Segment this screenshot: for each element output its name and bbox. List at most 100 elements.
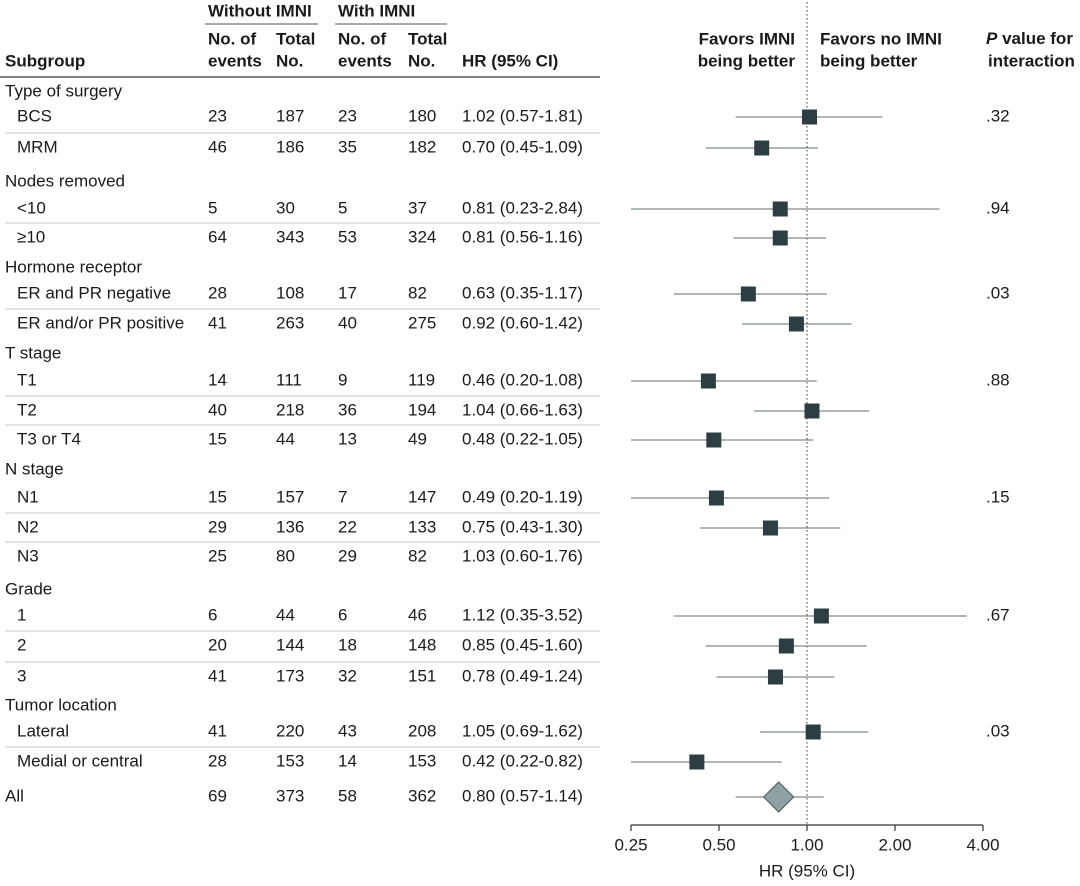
cell: 157: [276, 487, 304, 506]
cell: 343: [276, 227, 304, 246]
column-header: No.: [276, 51, 303, 70]
cell: 0.70 (0.45-1.09): [462, 137, 583, 156]
x-tick-label: 4.00: [966, 835, 999, 854]
cell: 35: [338, 137, 357, 156]
cell: 13: [338, 429, 357, 448]
column-header: events: [338, 51, 392, 70]
subgroup-label: ≥10: [17, 227, 45, 246]
cell: 0.80 (0.57-1.14): [462, 786, 583, 805]
cell: 53: [338, 227, 357, 246]
cell: 46: [408, 605, 427, 624]
cell: 23: [338, 106, 357, 125]
cell: 187: [276, 106, 304, 125]
cell: 182: [408, 137, 436, 156]
cell: 1.03 (0.60-1.76): [462, 546, 583, 565]
p-header: P value for: [986, 29, 1073, 48]
cell: 275: [408, 313, 436, 332]
subgroup-label: <10: [17, 198, 46, 217]
subgroup-label: N2: [17, 517, 39, 536]
cell: 133: [408, 517, 436, 536]
cell: 373: [276, 786, 304, 805]
p-value: .32: [986, 106, 1010, 125]
cell: 194: [408, 400, 436, 419]
x-tick-label: 2.00: [878, 835, 911, 854]
column-header: HR (95% CI): [462, 51, 558, 70]
group-label: N stage: [5, 459, 64, 478]
subgroup-label: T3 or T4: [17, 429, 81, 448]
cell: 147: [408, 487, 436, 506]
p-value: .03: [986, 283, 1010, 302]
favors-label: Favors IMNI: [699, 29, 795, 48]
cell: 0.78 (0.49-1.24): [462, 666, 583, 685]
p-value: .94: [986, 198, 1010, 217]
cell: 6: [338, 605, 347, 624]
cell: 28: [208, 751, 227, 770]
p-value: .03: [986, 721, 1010, 740]
cell: 25: [208, 546, 227, 565]
cell: 0.81 (0.56-1.16): [462, 227, 583, 246]
hr-square: [754, 140, 770, 156]
cell: 151: [408, 666, 436, 685]
subgroup-label: ER and/or PR positive: [17, 313, 184, 332]
cell: 111: [276, 370, 302, 389]
column-header: Subgroup: [5, 51, 85, 70]
subgroup-label: Lateral: [17, 721, 69, 740]
hr-square: [805, 724, 821, 740]
cell: 1.05 (0.69-1.62): [462, 721, 583, 740]
hr-square: [778, 638, 794, 654]
cell: 29: [208, 517, 227, 536]
cell: 1.02 (0.57-1.81): [462, 106, 583, 125]
cell: 14: [338, 751, 357, 770]
group-label: Tumor location: [5, 695, 117, 714]
cell: 43: [338, 721, 357, 740]
cell: 263: [276, 313, 304, 332]
cell: 136: [276, 517, 304, 536]
subgroup-label: 1: [17, 605, 26, 624]
cell: 17: [338, 283, 357, 302]
column-header: events: [208, 51, 262, 70]
group-label: T stage: [5, 343, 61, 362]
cell: 64: [208, 227, 227, 246]
cell: 41: [208, 666, 227, 685]
cell: 49: [408, 429, 427, 448]
hr-square: [689, 754, 705, 770]
cell: 208: [408, 721, 436, 740]
subgroup-label: T1: [17, 370, 37, 389]
cell: 7: [338, 487, 347, 506]
cell: 108: [276, 283, 304, 302]
hr-square: [708, 490, 724, 506]
x-tick-label: 1.00: [790, 835, 823, 854]
subgroup-label: 3: [17, 666, 26, 685]
cell: 148: [408, 635, 436, 654]
cell: 119: [408, 370, 435, 389]
cell: 0.75 (0.43-1.30): [462, 517, 583, 536]
p-header: interaction: [988, 51, 1075, 70]
cell: 20: [208, 635, 227, 654]
column-header: No. of: [208, 29, 256, 48]
cell: 69: [208, 786, 227, 805]
hr-square: [767, 669, 783, 685]
subgroup-label: BCS: [17, 106, 52, 125]
x-tick-label: 0.25: [614, 835, 647, 854]
cell: 0.81 (0.23-2.84): [462, 198, 583, 217]
hr-square: [788, 316, 804, 332]
cell: 0.49 (0.20-1.19): [462, 487, 583, 506]
hr-square: [802, 109, 818, 125]
column-header: Total: [276, 29, 315, 48]
subgroup-label: N3: [17, 546, 39, 565]
cell: 153: [276, 751, 304, 770]
subgroup-label: T2: [17, 400, 37, 419]
cell: 40: [338, 313, 357, 332]
group-header: Without IMNI: [208, 1, 312, 20]
cell: 44: [276, 605, 295, 624]
hr-square: [740, 286, 756, 302]
cell: 30: [276, 198, 295, 217]
cell: 173: [276, 666, 304, 685]
cell: 5: [338, 198, 347, 217]
plot-area: [631, 109, 967, 813]
subgroup-label: All: [5, 786, 24, 805]
x-axis-label: HR (95% CI): [759, 861, 855, 880]
cell: 32: [338, 666, 357, 685]
